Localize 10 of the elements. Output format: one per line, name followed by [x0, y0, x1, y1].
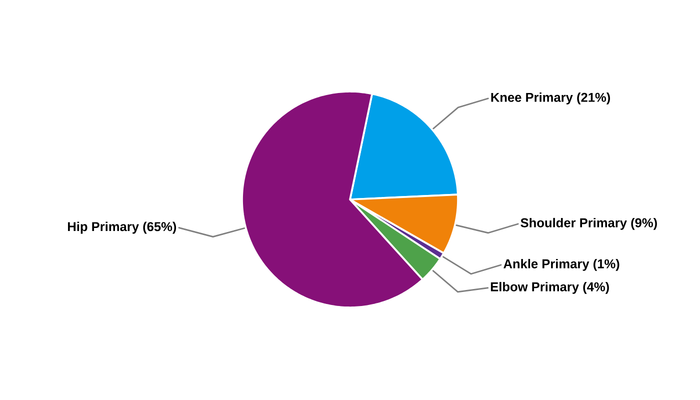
slice-label: Elbow Primary	[490, 282, 579, 294]
data-label: (1%)	[593, 258, 620, 271]
data-label: (65%)	[143, 222, 176, 234]
slice-label: Ankle Primary	[504, 258, 590, 271]
data-label: (21%)	[577, 92, 610, 104]
slice-label: Hip Primary	[68, 222, 139, 234]
slice-label: Shoulder Primary	[520, 218, 627, 230]
data-label: (9%)	[631, 218, 657, 230]
slice-label: Knee Primary	[491, 92, 573, 104]
data-label: (4%)	[583, 282, 609, 294]
